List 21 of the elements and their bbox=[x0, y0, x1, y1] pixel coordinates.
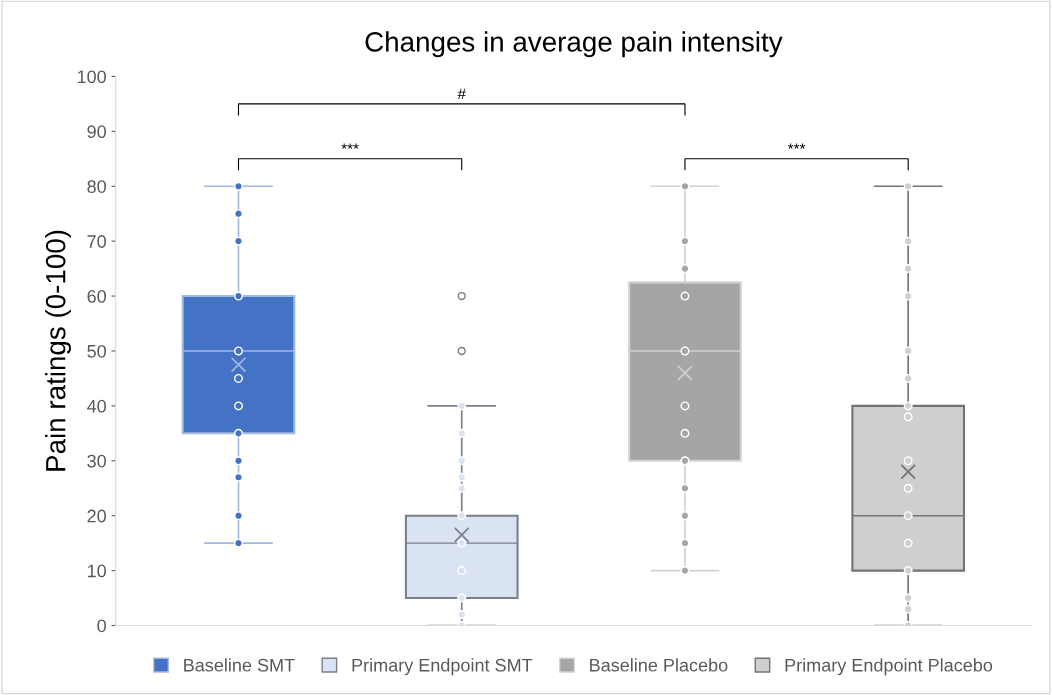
y-tick-label: 30 bbox=[87, 454, 106, 468]
chart-title: Changes in average pain intensity bbox=[365, 31, 783, 58]
y-tick-label: 40 bbox=[87, 399, 106, 413]
y-tick-label: 70 bbox=[87, 235, 106, 248]
y-axis-title: Pain ratings (0-100) bbox=[45, 230, 72, 471]
y-tick-label: 80 bbox=[87, 180, 106, 193]
legend-label: Primary Endpoint Placebo bbox=[785, 658, 993, 676]
legend-label: Baseline Placebo bbox=[590, 658, 728, 672]
y-tick-label: 50 bbox=[87, 344, 106, 358]
y-tick-label: 0 bbox=[97, 619, 106, 633]
y-tick-label: 100 bbox=[77, 70, 106, 84]
annotation: # bbox=[457, 88, 466, 100]
y-tick-label: 10 bbox=[87, 564, 106, 578]
annotation: *** bbox=[341, 143, 359, 149]
point bbox=[903, 566, 913, 576]
y-tick-label: 60 bbox=[87, 290, 106, 303]
legend-label: Baseline SMT bbox=[184, 658, 295, 672]
annotation: *** bbox=[787, 143, 806, 149]
y-tick-label: 20 bbox=[87, 509, 106, 523]
legend-label: Primary Endpoint SMT bbox=[352, 658, 533, 676]
y-tick-label: 90 bbox=[87, 125, 106, 139]
